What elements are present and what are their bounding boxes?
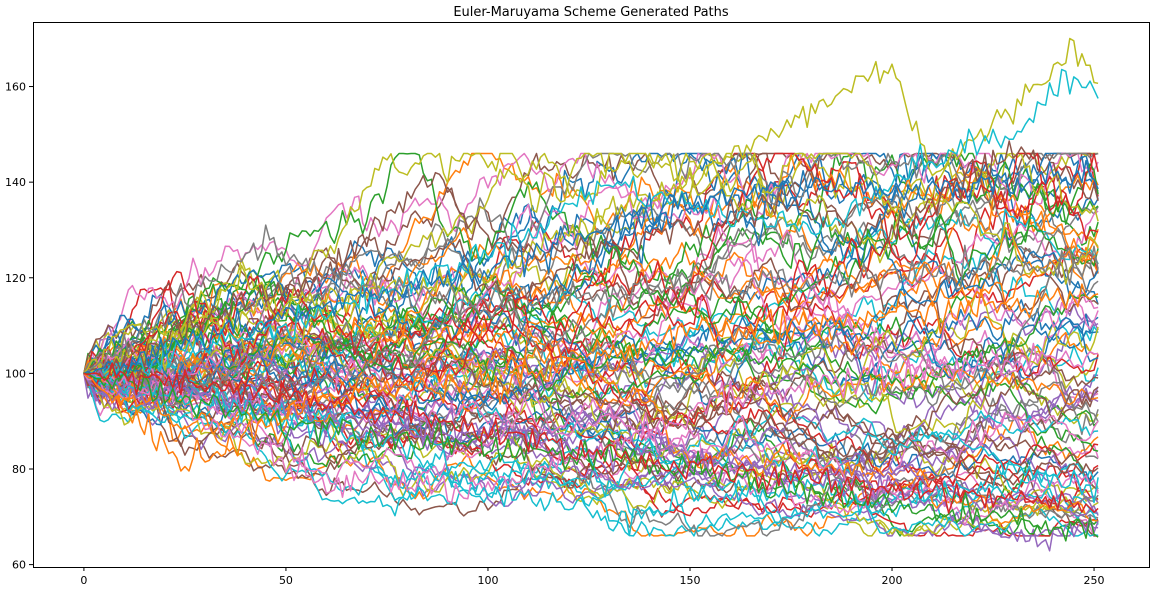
chart-title: Euler-Maruyama Scheme Generated Paths <box>453 5 729 20</box>
highlight-path-line <box>83 224 1099 375</box>
path-line <box>83 337 1099 526</box>
x-tick-label: 100 <box>477 574 498 587</box>
path-line <box>83 275 1099 492</box>
highlight-path-line <box>83 371 1099 542</box>
path-line <box>83 152 1099 393</box>
path-line <box>83 226 1099 405</box>
highlight-path-line <box>83 159 1099 377</box>
path-line <box>83 174 1099 384</box>
y-tick-label: 60 <box>12 559 26 572</box>
highlight-path-line <box>83 372 1099 537</box>
y-tick-label: 80 <box>12 463 26 476</box>
path-line <box>83 183 1099 374</box>
x-tick-label: 250 <box>1084 574 1105 587</box>
highlight-path-line <box>83 140 1099 375</box>
x-tick-label: 50 <box>279 574 293 587</box>
path-line <box>83 355 1099 514</box>
path-line <box>83 321 1099 537</box>
path-line <box>83 152 1099 374</box>
path-line <box>83 316 1099 403</box>
path-line <box>83 152 1099 381</box>
path-line <box>83 372 1099 537</box>
x-tick-label: 0 <box>80 574 87 587</box>
path-line <box>83 352 1099 517</box>
path-line <box>83 258 1099 445</box>
highlight-path-line <box>83 283 1099 472</box>
path-line <box>83 246 1099 405</box>
x-tick-label: 200 <box>882 574 903 587</box>
highlight-path-line <box>83 362 1099 514</box>
paths-layer <box>83 37 1099 552</box>
path-line <box>83 152 1099 374</box>
y-axis: 60 80 100 120 140 160 <box>5 81 33 572</box>
path-line <box>83 250 1099 404</box>
x-axis: 0 50 100 150 200 250 <box>80 567 1105 587</box>
path-line <box>83 152 1099 380</box>
y-tick-label: 120 <box>5 272 26 285</box>
path-line <box>83 293 1099 392</box>
x-tick-label: 150 <box>679 574 700 587</box>
y-tick-label: 100 <box>5 367 26 380</box>
plot-frame <box>33 22 1150 568</box>
path-line <box>83 334 1099 515</box>
highlight-path-line <box>83 68 1099 385</box>
path-line <box>83 318 1099 483</box>
y-tick-label: 160 <box>5 81 26 94</box>
highlight-path-line <box>83 37 1099 375</box>
y-tick-label: 140 <box>5 176 26 189</box>
